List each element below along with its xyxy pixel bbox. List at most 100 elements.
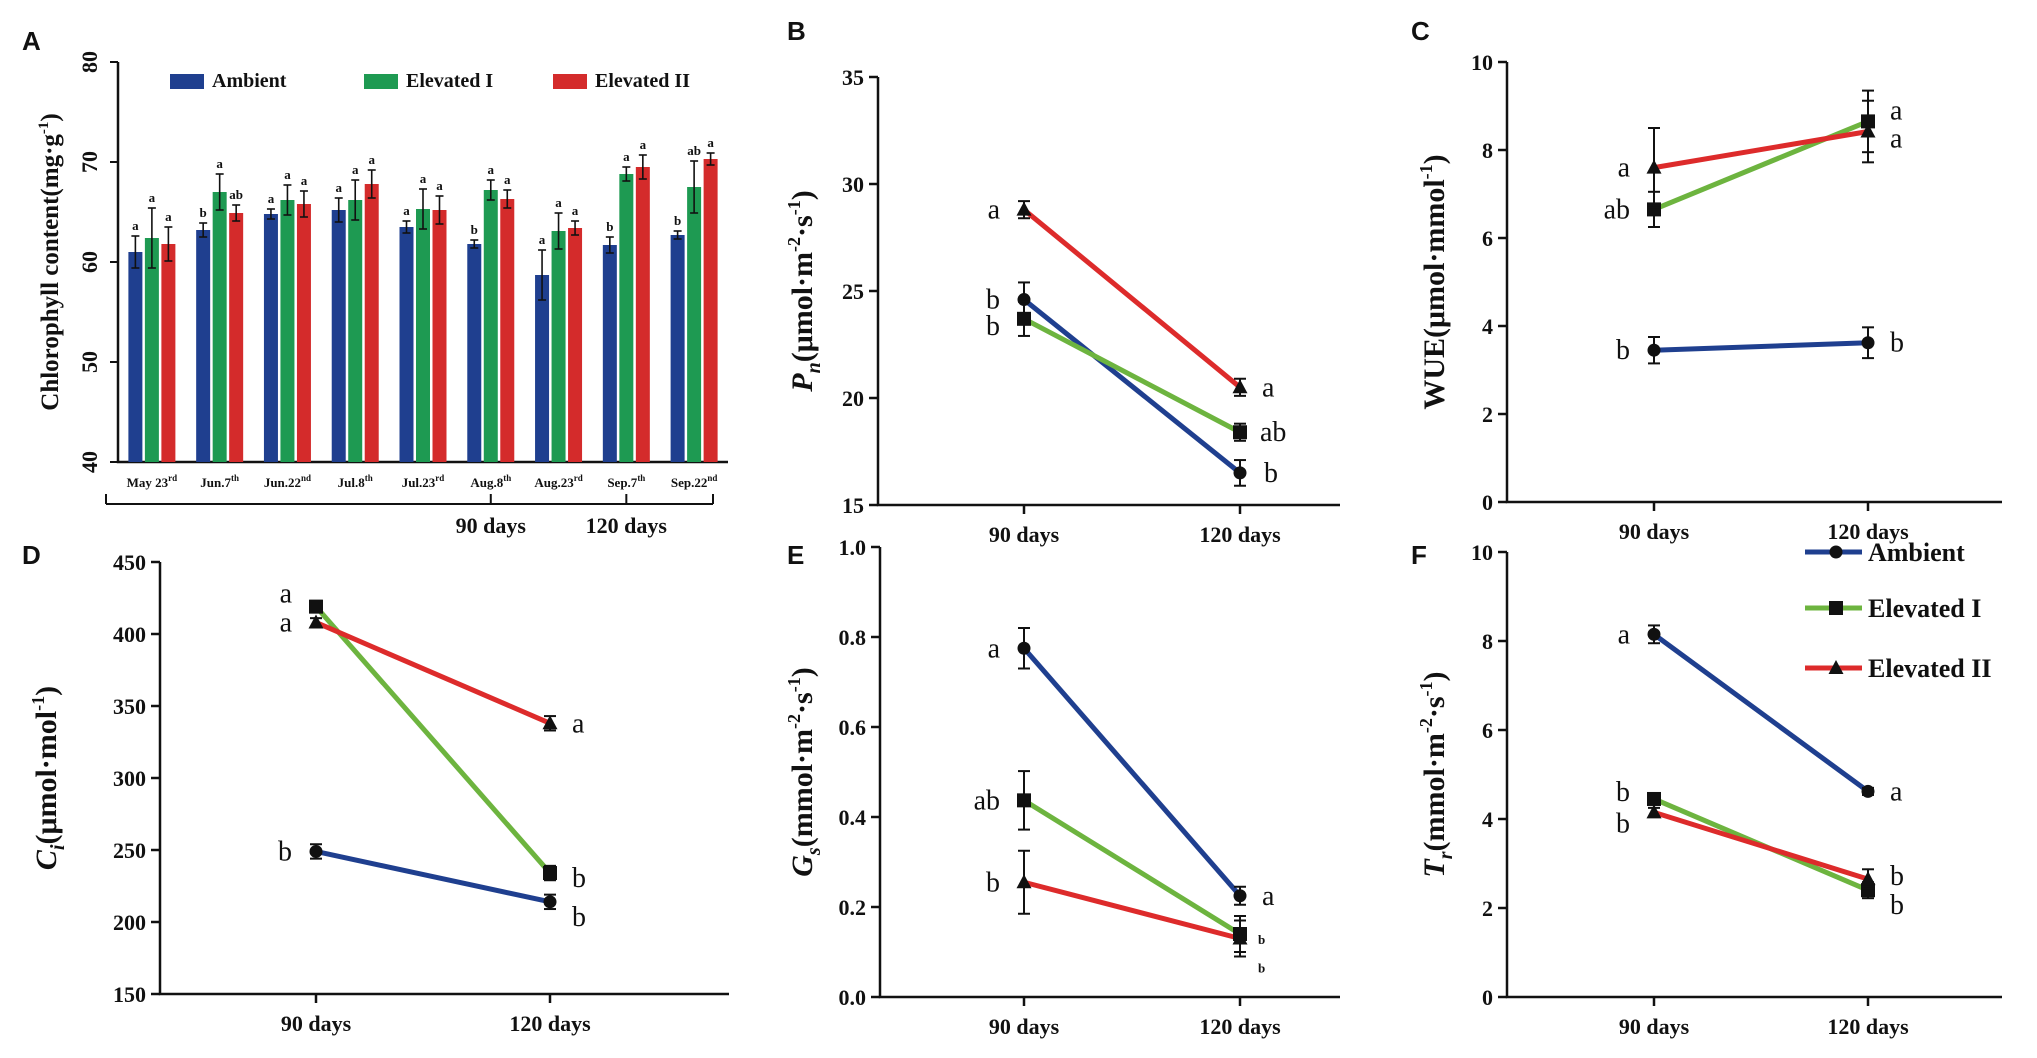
- x-tick-label-sep-7: Sep.7th: [607, 473, 645, 490]
- sig-letter-elevated-i-aug-8: a: [488, 162, 495, 177]
- bar-ambient-sep-7: [602, 245, 617, 462]
- bar-ambient-may-23: [128, 252, 143, 462]
- x-tick-label-120-days: 120 days: [509, 1011, 591, 1036]
- x-tick-label-may-23: May 23rd: [127, 473, 178, 490]
- sig-letter-elevated-i-jul-8: a: [352, 162, 359, 177]
- y-tick-label-50: 50: [77, 351, 102, 373]
- bar-elevated-i-jun-22: [280, 200, 295, 462]
- x-tick-base: Aug.8: [470, 475, 503, 490]
- point-ambient-120-days-circle-marker: [1861, 784, 1875, 798]
- x-tick-label-jun-7: Jun.7th: [200, 473, 239, 490]
- point-ambient-90-days-circle-marker: [1647, 343, 1661, 357]
- y-title-subscript: n: [803, 362, 825, 373]
- y-title-main: T: [1418, 858, 1451, 878]
- point-ambient-90-days-circle-marker: [1017, 293, 1031, 307]
- x-tick-base: Jul.8: [338, 475, 366, 490]
- y-title-end: ): [37, 113, 64, 121]
- sig-letter-elevated-i-90-days: b: [1616, 777, 1630, 808]
- panel-b: B 15 20 25 30 35 90 days 120 days Pn(μmol·m-2·s-…: [784, 16, 1340, 547]
- sig-letter-ambient-jul-8: a: [335, 180, 342, 195]
- sig-letter-elevated-ii-jul-8: a: [368, 152, 375, 167]
- sig-letter-ambient-aug-23: a: [539, 232, 546, 247]
- point-elevated-i-90-days-square-marker: [1647, 791, 1661, 806]
- sig-letter-elevated-ii-aug-23: a: [572, 203, 579, 218]
- x-tick-superscript: rd: [574, 473, 583, 483]
- series-line-elevated-i: [314, 604, 552, 875]
- point-elevated-ii-90-days-triangle-marker: [1646, 159, 1662, 174]
- x-tick-base: Jul.23: [402, 475, 436, 490]
- panel-f: F 0 2 4 6 8 10 90 days 120 days Tr(mmol·m-2·s-1) a…: [1411, 540, 2002, 1039]
- y-tick-label-200: 200: [113, 910, 146, 935]
- legend-label-elevated-ii: Elevated II: [1868, 654, 1992, 683]
- bar-elevated-ii-aug-8: [500, 199, 515, 462]
- sig-letter-elevated-i-120-days: b: [1890, 890, 1904, 921]
- legend-swatch-elevated-ii: [553, 74, 587, 89]
- sig-letter-ambient-120-days: a: [1890, 776, 1903, 807]
- y-tick-label-70: 70: [77, 151, 102, 173]
- y-tick-label-80: 80: [77, 51, 102, 73]
- bar-elevated-ii-jul-23: [432, 210, 447, 462]
- sig-letter-elevated-i-may-23: a: [149, 190, 156, 205]
- y-tick-label-8: 8: [1482, 629, 1493, 654]
- x-tick-label-120-days: 120 days: [1827, 1014, 1909, 1039]
- series-line-elevated-i: [1022, 316, 1242, 435]
- y-tick-label-40: 40: [77, 451, 102, 473]
- sig-letter-ambient-sep-7: b: [606, 219, 613, 234]
- point-ambient-120-days-circle-marker: [1861, 336, 1875, 350]
- bar-elevated-i-aug-8: [483, 190, 498, 462]
- legend-f: Ambient Elevated I Elevated II: [1805, 538, 1992, 683]
- sig-letter-elevated-i-90-days: ab: [1604, 194, 1630, 225]
- sig-letter-elevated-ii-120-days: a: [572, 708, 585, 739]
- y-title-unit-mid: ·s: [1418, 696, 1451, 718]
- x-tick-base: Jun.22: [264, 475, 301, 490]
- panel-a: A 40 50 60 70 80 Chlorophyll content(mg·g-1) Ma…: [22, 26, 728, 538]
- sig-letter-elevated-ii-aug-8: a: [504, 172, 511, 187]
- y-tick-label-10: 10: [1471, 50, 1493, 75]
- sig-letter-elevated-ii-90-days: a: [988, 195, 1001, 226]
- bar-elevated-i-may-23: [144, 238, 159, 462]
- series-line-elevated-ii: [1023, 879, 1241, 941]
- y-tick-label-400: 400: [113, 622, 146, 647]
- x-tick-superscript: th: [231, 473, 239, 483]
- sig-letter-ambient-may-23: a: [132, 218, 139, 233]
- y-tick-label-60: 60: [77, 251, 102, 273]
- x-tick-superscript: rd: [435, 473, 444, 483]
- sig-letter-elevated-i-sep-22: ab: [687, 143, 701, 158]
- y-title-superscript: -2: [784, 237, 804, 252]
- point-elevated-i-120-days-square-marker: [1233, 425, 1247, 440]
- y-tick-label-8: 8: [1482, 138, 1493, 163]
- x-tick-label-90-days: 90 days: [989, 1014, 1060, 1039]
- y-title-superscript-2: -1: [784, 200, 804, 215]
- panel-letter-b: B: [787, 16, 806, 46]
- sig-letter-elevated-i-sep-7: a: [623, 149, 630, 164]
- x-tick-label-jul-8: Jul.8th: [338, 473, 373, 490]
- sig-letter-elevated-ii-90-days: b: [986, 867, 1000, 898]
- y-tick-label-0: 0: [1482, 490, 1493, 515]
- sig-letter-elevated-ii-90-days: a: [280, 607, 293, 638]
- y-title-unit: (mmol·m: [786, 729, 819, 847]
- bar-ambient-jun-7: [196, 230, 211, 462]
- sig-letter-ambient-jun-7: b: [200, 205, 207, 220]
- series-line-elevated-ii: [1022, 207, 1242, 390]
- sig-letter-elevated-i-jun-7: a: [216, 156, 223, 171]
- x-tick-label-jul-23: Jul.23rd: [402, 473, 445, 490]
- sig-letter-ambient-90-days: b: [278, 836, 292, 867]
- sig-letter-elevated-i-aug-23: a: [555, 195, 562, 210]
- bar-elevated-i-jul-8: [348, 200, 363, 462]
- y-tick-label-300: 300: [113, 766, 146, 791]
- bar-ambient-jun-22: [263, 214, 278, 462]
- point-ambient-120-days-circle-marker: [1233, 466, 1247, 480]
- y-tick-label-2: 2: [1482, 402, 1493, 427]
- point-elevated-i-90-days-square-marker: [1017, 793, 1031, 808]
- point-elevated-i-120-days-square-marker: [543, 866, 557, 881]
- sig-letter-elevated-ii-90-days: a: [1618, 153, 1631, 184]
- y-title-end: ): [1418, 671, 1451, 681]
- bar-elevated-i-aug-23: [551, 231, 566, 462]
- panel-letter-c: C: [1411, 16, 1430, 46]
- timeline-label-120-days: 120 days: [586, 513, 668, 538]
- point-elevated-i-120-days-square-marker: [1861, 883, 1875, 898]
- y-tick-label-6: 6: [1482, 718, 1493, 743]
- sig-letter-ambient-90-days: a: [988, 633, 1001, 664]
- y-tick-label-2: 2: [1482, 896, 1493, 921]
- bar-elevated-ii-jun-7: [229, 213, 244, 462]
